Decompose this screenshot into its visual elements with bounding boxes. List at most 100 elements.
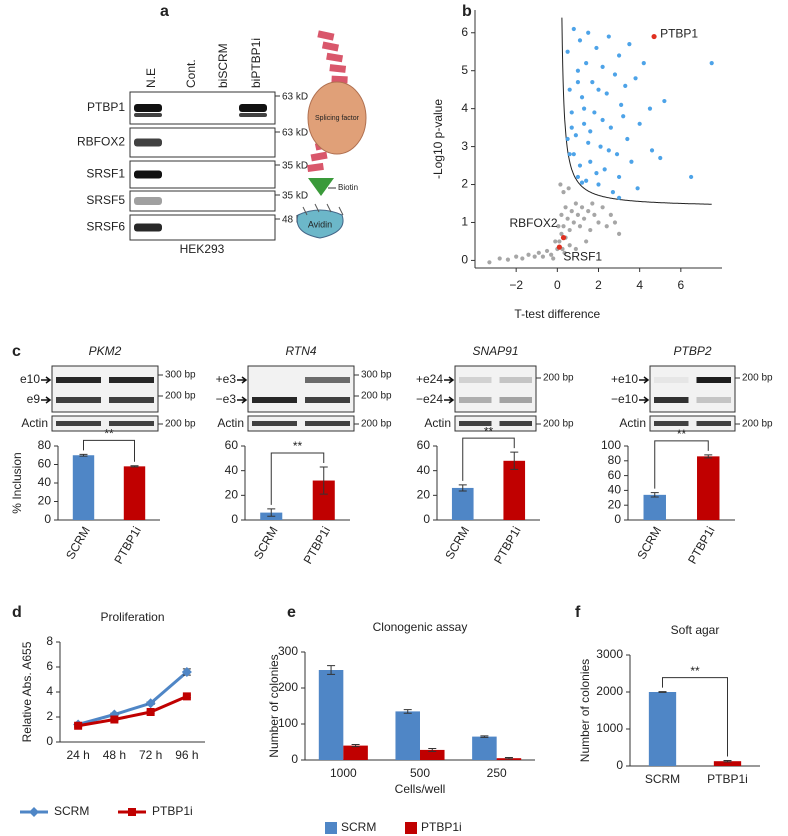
error-bar bbox=[704, 454, 713, 459]
gel-box bbox=[51, 365, 159, 413]
data-point bbox=[567, 227, 572, 233]
gene-name: RTN4 bbox=[285, 344, 316, 358]
marker bbox=[74, 721, 83, 730]
blot-band bbox=[134, 223, 162, 232]
error-bar bbox=[130, 465, 139, 468]
data-point bbox=[559, 212, 564, 217]
data-point bbox=[606, 148, 611, 153]
band-label: e9 bbox=[27, 392, 41, 406]
annotation: SRSF1 bbox=[563, 249, 602, 263]
y-tick-label: 80 bbox=[38, 438, 52, 452]
data-point bbox=[616, 231, 622, 236]
marker bbox=[145, 698, 156, 709]
size-label: 35 kD bbox=[282, 191, 308, 202]
significance-label: ** bbox=[104, 426, 114, 440]
chart-title: Soft agar bbox=[671, 623, 720, 637]
gel-band bbox=[305, 421, 350, 426]
panel-label: e bbox=[287, 604, 296, 621]
y-axis-label: % Inclusion bbox=[10, 452, 24, 513]
y-tick-label: 4 bbox=[461, 101, 468, 115]
data-point bbox=[596, 220, 601, 225]
bar bbox=[318, 670, 344, 760]
marker bbox=[29, 807, 39, 817]
data-point bbox=[616, 174, 622, 180]
data-point bbox=[596, 182, 601, 187]
x-tick-label: 96 h bbox=[175, 748, 198, 762]
data-point bbox=[566, 186, 571, 191]
marker bbox=[110, 715, 119, 724]
gel-band bbox=[696, 377, 731, 383]
data-point bbox=[584, 178, 589, 183]
gel-band bbox=[696, 421, 731, 426]
data-point bbox=[581, 106, 587, 111]
data-point bbox=[610, 190, 616, 195]
y-tick-label: 60 bbox=[608, 468, 622, 482]
blot-band bbox=[239, 113, 267, 117]
data-point bbox=[602, 167, 607, 172]
data-point bbox=[573, 246, 578, 252]
data-point bbox=[561, 224, 566, 229]
gel-band bbox=[459, 397, 492, 403]
protein-label: SRSF6 bbox=[86, 220, 125, 234]
band-label: +e3 bbox=[216, 372, 237, 386]
y-tick-label: 300 bbox=[278, 644, 298, 658]
y-tick-label: 0 bbox=[46, 734, 53, 748]
y-tick-label: 100 bbox=[601, 438, 621, 452]
data-point bbox=[629, 159, 634, 164]
error-bar bbox=[650, 492, 659, 498]
chart-title: Proliferation bbox=[100, 610, 164, 624]
data-point bbox=[584, 61, 589, 66]
diagram-label: Avidin bbox=[308, 219, 332, 229]
gel-box bbox=[247, 365, 355, 413]
x-tick-label: 2 bbox=[595, 278, 602, 292]
x-tick-label: 48 h bbox=[103, 748, 126, 762]
data-point bbox=[709, 61, 714, 66]
y-tick-label: 6 bbox=[461, 25, 468, 39]
data-point bbox=[616, 195, 622, 200]
cell-line: HEK293 bbox=[180, 242, 225, 256]
data-point bbox=[625, 136, 630, 142]
y-tick-label: 60 bbox=[417, 438, 431, 452]
blot-band bbox=[134, 170, 162, 179]
data-point bbox=[544, 248, 550, 254]
bar bbox=[697, 456, 720, 520]
band-arrow bbox=[639, 396, 650, 404]
control-label: Actin bbox=[619, 416, 646, 430]
lane-label: Cont. bbox=[184, 59, 198, 88]
threshold-curve bbox=[561, 17, 712, 205]
avidin-site bbox=[338, 206, 344, 216]
x-tick-label: 24 h bbox=[66, 748, 89, 762]
chart-title: Clonogenic assay bbox=[373, 620, 468, 634]
data-point bbox=[592, 212, 597, 217]
y-tick-label: 20 bbox=[608, 497, 622, 511]
significance-bracket bbox=[662, 677, 728, 757]
blot-band bbox=[134, 138, 162, 147]
band-label: +e10 bbox=[611, 372, 638, 386]
band-arrow bbox=[444, 396, 455, 404]
error-bar bbox=[428, 747, 437, 752]
diagram-label: Biotin bbox=[338, 183, 358, 192]
bar bbox=[472, 736, 497, 760]
protein-label: PTBP1 bbox=[87, 100, 125, 114]
data-point bbox=[551, 256, 556, 261]
y-tick-label: 40 bbox=[225, 463, 239, 477]
error-bar bbox=[403, 709, 412, 714]
data-point bbox=[604, 91, 609, 96]
bar bbox=[643, 494, 666, 520]
bar bbox=[648, 692, 677, 766]
data-point bbox=[575, 68, 581, 73]
data-point bbox=[647, 106, 653, 111]
y-tick-label: 40 bbox=[608, 483, 622, 497]
lane-label: biSCRM bbox=[216, 43, 230, 88]
data-point bbox=[649, 148, 655, 153]
panel-label: d bbox=[12, 604, 22, 621]
legend-label: PTBP1i bbox=[421, 820, 462, 834]
significance-bracket bbox=[654, 440, 709, 489]
lane-label: biPTBP1i bbox=[249, 38, 263, 88]
data-point bbox=[689, 174, 694, 180]
data-point bbox=[563, 205, 568, 210]
legend-swatch bbox=[325, 822, 337, 834]
data-point bbox=[621, 114, 626, 119]
data-point bbox=[581, 121, 587, 126]
data-point bbox=[562, 250, 567, 255]
